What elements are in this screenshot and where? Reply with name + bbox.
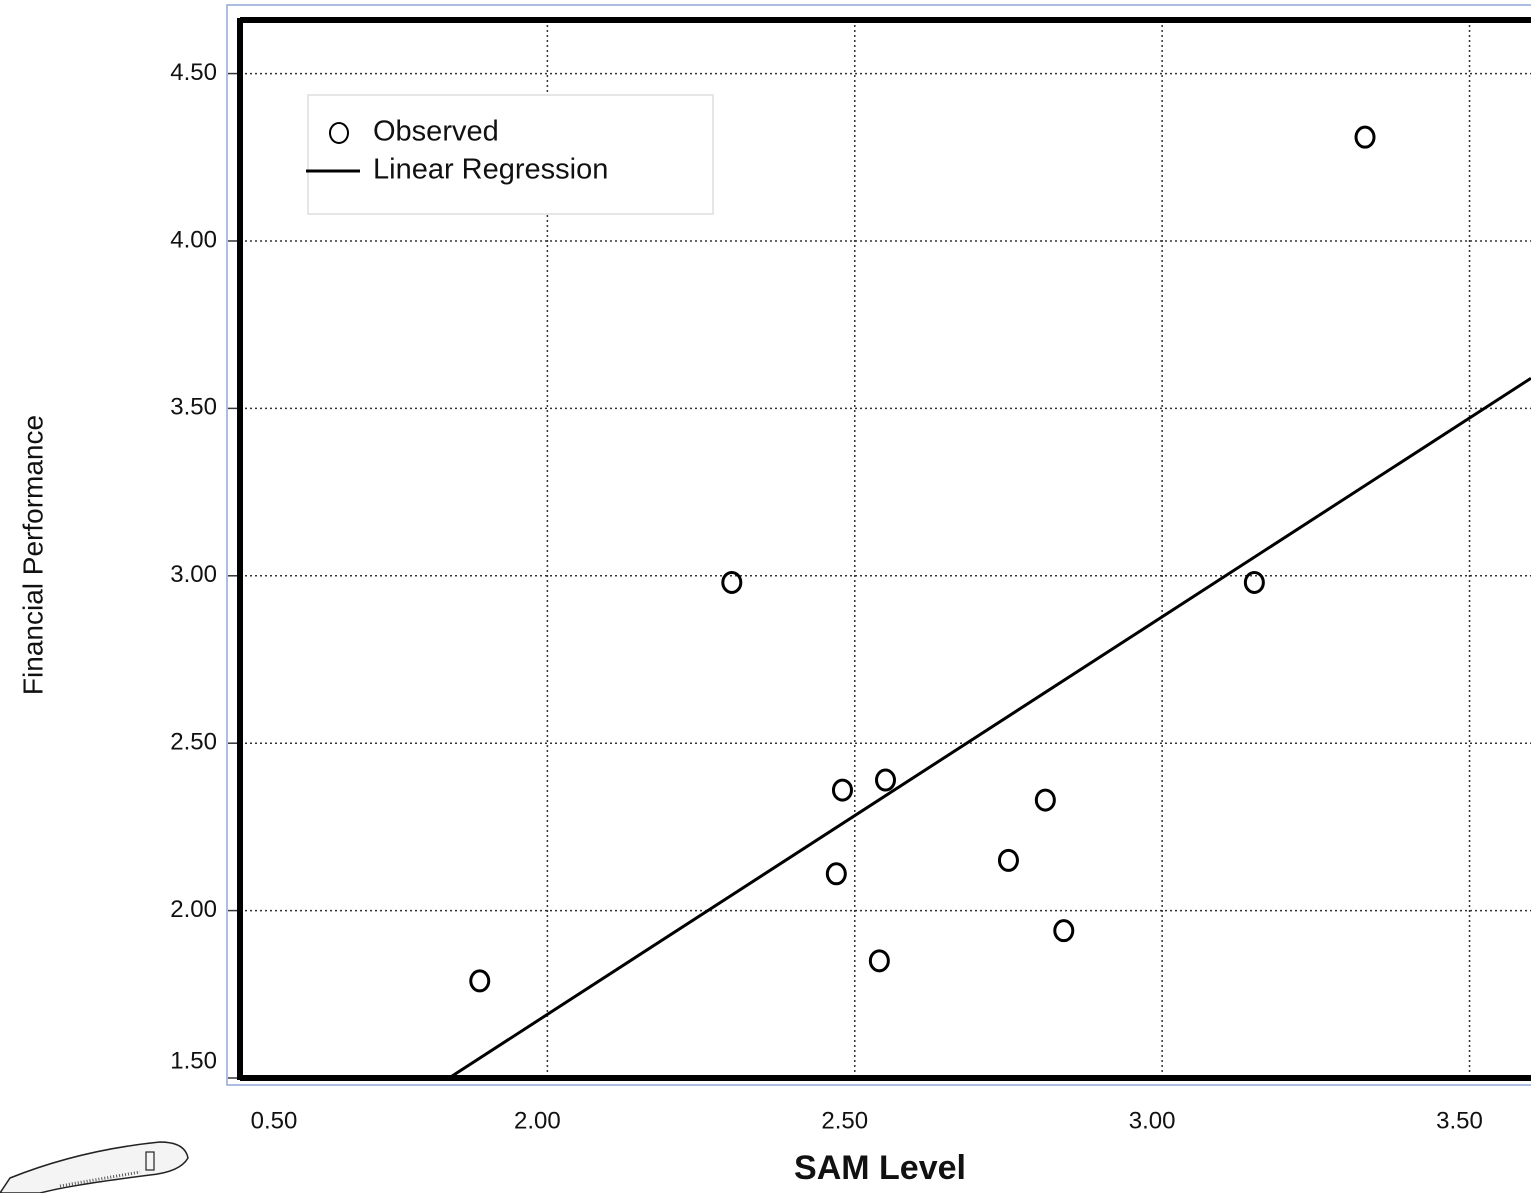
y-tick-label: 4.00 bbox=[170, 226, 217, 253]
point bbox=[1034, 788, 1056, 812]
y-axis-title: Financial Performance bbox=[17, 415, 48, 695]
x-tick-label: 2.00 bbox=[514, 1107, 561, 1134]
legend-marker bbox=[329, 122, 349, 144]
regression-line bbox=[448, 376, 1531, 1080]
frame bbox=[226, 4, 1531, 1086]
plot-area bbox=[228, 20, 1531, 1080]
airplane-icon bbox=[0, 1141, 189, 1193]
x-tick-label: 3.00 bbox=[1129, 1107, 1176, 1134]
point bbox=[1053, 919, 1075, 943]
point bbox=[997, 848, 1019, 872]
point bbox=[831, 778, 853, 802]
point bbox=[1354, 125, 1376, 149]
point bbox=[868, 949, 890, 973]
legend-label: Observed bbox=[373, 116, 499, 148]
point bbox=[469, 969, 491, 993]
y-tick-label: 2.00 bbox=[170, 896, 217, 923]
y-tick-label: 4.50 bbox=[170, 59, 217, 86]
legend-label: Linear Regression bbox=[373, 154, 608, 186]
y-tick-label: 2.50 bbox=[170, 729, 217, 756]
x-axis-title: SAM Level bbox=[794, 1149, 966, 1187]
x-tick-label: 0.50 bbox=[251, 1107, 298, 1134]
legend: Observed Linear Regression bbox=[306, 94, 714, 215]
x-tick-label: 3.50 bbox=[1436, 1107, 1483, 1134]
point bbox=[721, 570, 743, 594]
y-tick-label: 3.00 bbox=[170, 561, 217, 588]
y-tick-label: 1.50 bbox=[170, 1047, 217, 1074]
point bbox=[825, 862, 847, 886]
point bbox=[875, 768, 896, 792]
x-tick-label: 2.50 bbox=[821, 1107, 868, 1134]
legend-box bbox=[307, 94, 714, 215]
point bbox=[1243, 570, 1265, 594]
y-tick-label: 3.50 bbox=[170, 394, 217, 421]
